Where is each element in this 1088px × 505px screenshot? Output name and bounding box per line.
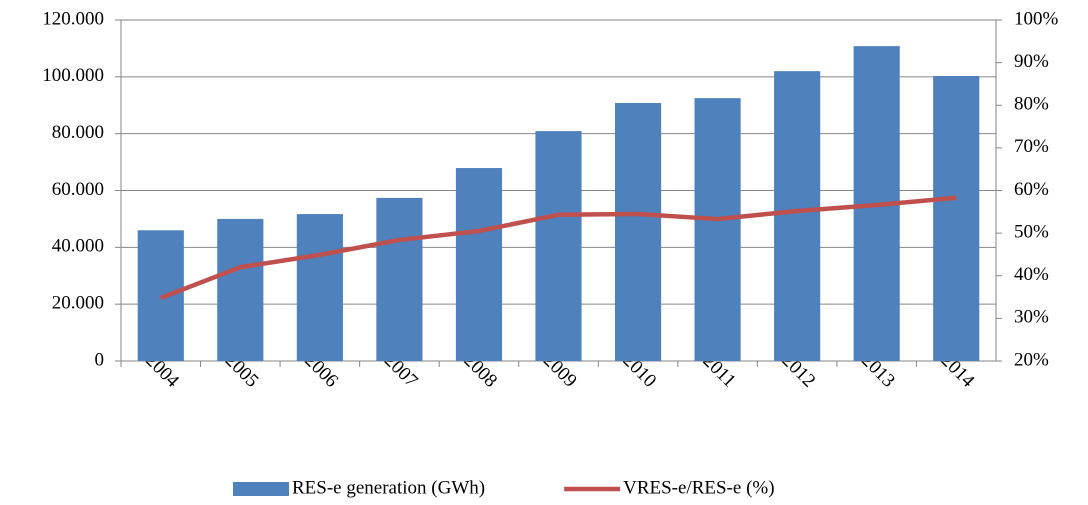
y2-tick-label: 60%	[1014, 179, 1049, 200]
y2-tick-label: 40%	[1014, 264, 1049, 285]
legend-swatch	[233, 482, 289, 496]
bar	[455, 168, 503, 361]
bar	[694, 98, 741, 361]
y-tick-label: 40.000	[52, 236, 104, 257]
y2-tick-label: 100%	[1014, 8, 1059, 29]
bar	[933, 75, 980, 361]
bar	[614, 102, 662, 361]
line	[159, 195, 957, 301]
y2-tick-label: 30%	[1014, 307, 1049, 328]
y2-tick-label: 80%	[1014, 94, 1049, 115]
y-tick-label: 80.000	[52, 122, 104, 143]
y-tick-label: 60.000	[52, 179, 104, 200]
y-tick-label: 20.000	[52, 293, 104, 314]
y2-tick-label: 70%	[1014, 136, 1049, 157]
y-tick-label: 0	[95, 349, 105, 370]
y2-tick-label: 90%	[1014, 51, 1049, 72]
y-tick-label: 100.000	[42, 65, 104, 86]
y2-tick-label: 20%	[1014, 349, 1049, 370]
legend-label: RES-e generation (GWh)	[292, 477, 485, 498]
bar	[774, 71, 821, 362]
bar	[376, 197, 423, 361]
bar	[296, 214, 343, 361]
legend-label: VRES-e/RES-e (%)	[623, 477, 774, 498]
y2-tick-label: 50%	[1014, 221, 1049, 242]
bar	[535, 131, 582, 361]
bar	[217, 218, 264, 361]
y-tick-label: 120.000	[42, 8, 104, 29]
